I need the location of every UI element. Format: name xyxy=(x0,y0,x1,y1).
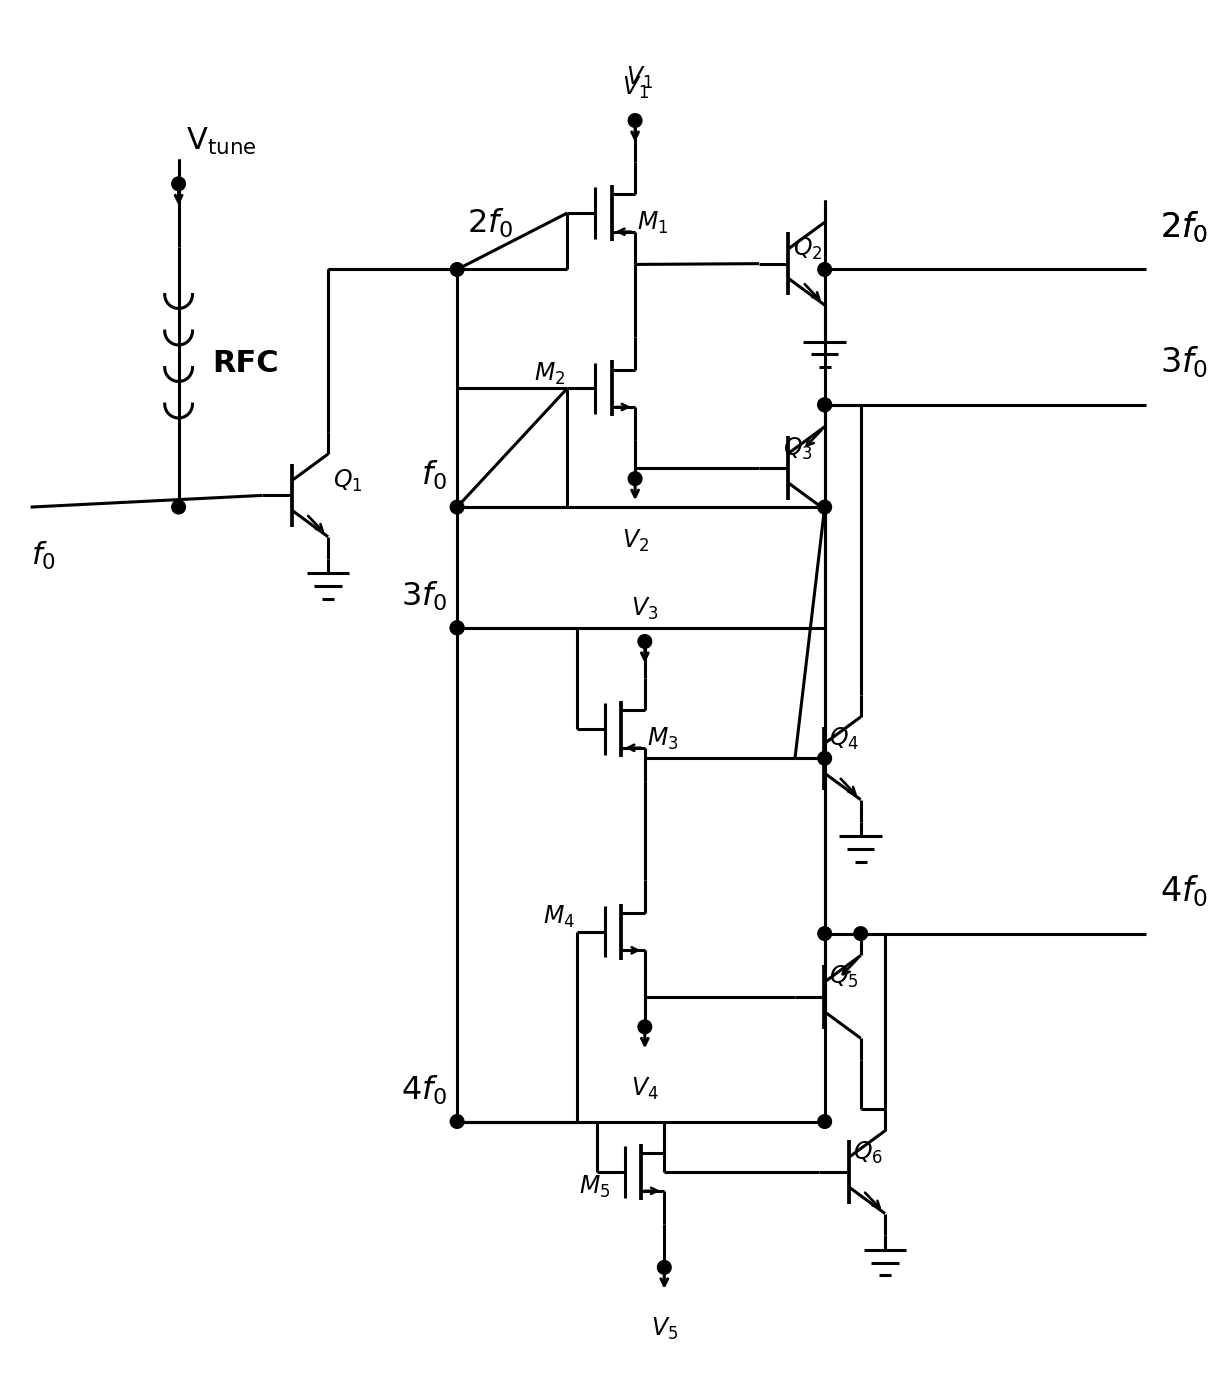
Circle shape xyxy=(817,1114,832,1128)
Circle shape xyxy=(450,501,464,513)
Text: RFC: RFC xyxy=(213,349,280,378)
Text: $V_1$: $V_1$ xyxy=(626,65,654,92)
Circle shape xyxy=(172,501,185,513)
Text: $Q_3$: $Q_3$ xyxy=(784,435,813,462)
Text: $f_0$: $f_0$ xyxy=(30,540,56,572)
Circle shape xyxy=(450,620,464,634)
Text: $3f_0$: $3f_0$ xyxy=(1160,345,1209,381)
Text: $V_3$: $V_3$ xyxy=(631,595,659,622)
Circle shape xyxy=(450,263,464,277)
Circle shape xyxy=(629,472,642,485)
Text: $V_2$: $V_2$ xyxy=(621,527,649,554)
Text: $2f_0$: $2f_0$ xyxy=(1160,210,1209,245)
Text: $3f_0$: $3f_0$ xyxy=(401,580,447,613)
Circle shape xyxy=(817,926,832,940)
Text: $Q_2$: $Q_2$ xyxy=(793,236,822,262)
Circle shape xyxy=(450,620,464,634)
Text: $M_5$: $M_5$ xyxy=(579,1174,610,1200)
Text: $M_3$: $M_3$ xyxy=(647,726,678,753)
Text: $4f_0$: $4f_0$ xyxy=(1160,874,1209,910)
Circle shape xyxy=(817,501,832,513)
Text: $f_0$: $f_0$ xyxy=(421,459,447,492)
Text: $Q_4$: $Q_4$ xyxy=(830,726,859,753)
Circle shape xyxy=(658,1260,671,1274)
Circle shape xyxy=(629,114,642,128)
Text: $2f_0$: $2f_0$ xyxy=(1160,210,1209,245)
Circle shape xyxy=(817,751,832,765)
Text: $Q_6$: $Q_6$ xyxy=(854,1139,883,1166)
Text: $V_4$: $V_4$ xyxy=(631,1075,659,1102)
Text: $M_2$: $M_2$ xyxy=(534,360,566,387)
Circle shape xyxy=(817,398,832,412)
Circle shape xyxy=(172,177,185,191)
Text: $V_5$: $V_5$ xyxy=(650,1316,678,1342)
Text: $M_4$: $M_4$ xyxy=(543,904,575,931)
Text: $\mathsf{V_{tune}}$: $\mathsf{V_{tune}}$ xyxy=(186,125,257,157)
Circle shape xyxy=(450,1114,464,1128)
Circle shape xyxy=(817,398,832,412)
Text: $M_1$: $M_1$ xyxy=(637,210,668,236)
Text: $Q_1$: $Q_1$ xyxy=(333,467,362,494)
Circle shape xyxy=(638,1020,652,1034)
Circle shape xyxy=(854,926,867,940)
Text: $4f_0$: $4f_0$ xyxy=(401,1074,447,1107)
Text: $V_1$: $V_1$ xyxy=(621,75,649,102)
Text: $Q_5$: $Q_5$ xyxy=(830,964,859,990)
Circle shape xyxy=(817,263,832,277)
Circle shape xyxy=(638,634,652,648)
Text: $2f_0$: $2f_0$ xyxy=(466,207,513,241)
